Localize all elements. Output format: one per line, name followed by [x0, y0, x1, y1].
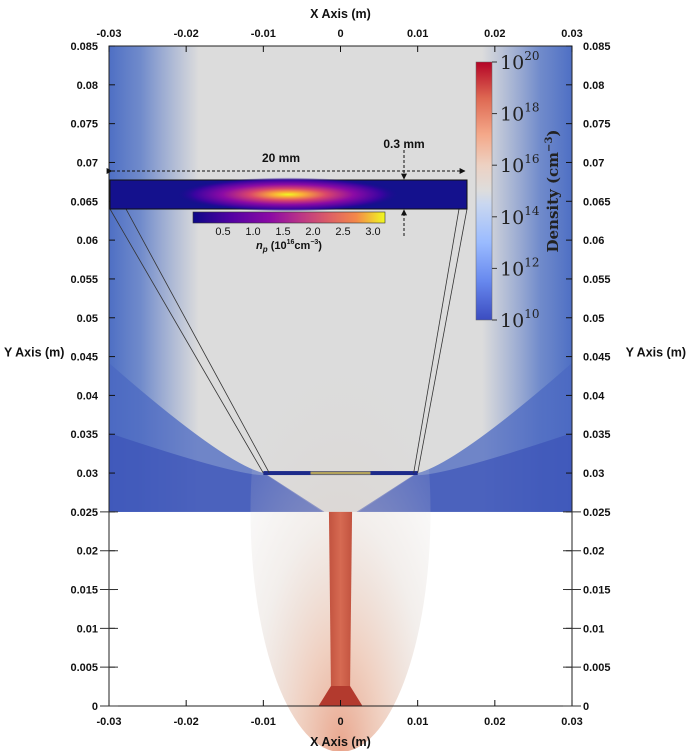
x-tick-label-bottom: -0.02 — [174, 716, 199, 728]
y-tick-label-left: 0.045 — [70, 352, 98, 364]
x-axis-title-top: X Axis (m) — [310, 7, 371, 21]
axes: -0.03 -0.03 -0.02 -0.02 -0.01 -0.01 0 0 0.01 0.01… — [4, 7, 686, 749]
projection-line-left-inner — [125, 208, 270, 474]
y-tick-label-right: 0.075 — [583, 119, 611, 131]
y-tick-label-right: 0.045 — [583, 352, 611, 364]
x-tick-label-top: -0.02 — [174, 28, 199, 40]
colorbar-tick-label: 1010 — [500, 307, 539, 332]
y-tick-label-right: 0.02 — [583, 546, 604, 558]
x-tick-label-bottom: 0.03 — [561, 716, 582, 728]
nozzle-base — [318, 686, 363, 706]
y-tick-label-left: 0.01 — [77, 623, 98, 635]
y-tick-label-right: 0.07 — [583, 157, 604, 169]
inset-slab-density — [178, 177, 398, 212]
y-tick-label-right: 0.06 — [583, 235, 604, 247]
y-tick-label-left: 0 — [92, 701, 98, 713]
x-tick-label-bottom: -0.01 — [251, 716, 276, 728]
projection-line-right — [417, 208, 468, 474]
y-tick-label-left: 0.07 — [77, 157, 98, 169]
y-tick-label-right: 0.055 — [583, 274, 611, 286]
colorbar-tick-label: 1020 — [500, 49, 539, 74]
inset-colorbar-tick-label: 1.5 — [275, 226, 290, 238]
target-inset: 20 mm 0.3 mm 0.5 1.0 1.5 2.0 2.5 3.0 np (1016cm−… — [106, 137, 468, 474]
inset-colorbar-title: np (1016cm−3) — [256, 239, 322, 254]
x-tick-label-top: 0 — [337, 28, 343, 40]
colorbar-title: Density (cm−3) — [544, 129, 562, 252]
colorbar-tick-label: 1014 — [500, 204, 540, 229]
y-tick-label-right: 0.03 — [583, 468, 604, 480]
y-tick-label-left: 0.065 — [70, 196, 98, 208]
y-tick-label-left: 0.03 — [77, 468, 98, 480]
x-tick-label-bottom: 0.02 — [484, 716, 505, 728]
x-tick-label-bottom: 0 — [337, 716, 343, 728]
y-axis-title-right: Y Axis (m) — [626, 346, 686, 360]
inset-colorbar-tick-label: 2.5 — [335, 226, 350, 238]
width-dimension-label: 20 mm — [262, 151, 300, 165]
x-tick-label-top: 0.02 — [484, 28, 505, 40]
y-tick-label-right: 0.015 — [583, 585, 611, 597]
y-tick-label-right: 0.05 — [583, 313, 604, 325]
inset-colorbar-tick-label: 1.0 — [245, 226, 260, 238]
inset-colorbar-tick-label: 0.5 — [215, 226, 230, 238]
density-field — [109, 46, 572, 751]
y-tick-label-right: 0.01 — [583, 623, 604, 635]
y-tick-label-left: 0.08 — [77, 80, 98, 92]
colorbar-tick-label: 1018 — [500, 101, 539, 126]
x-tick-label-top: 0.03 — [561, 28, 582, 40]
inset-colorbar — [192, 211, 386, 224]
x-tick-label-top: 0.01 — [407, 28, 428, 40]
y-tick-label-right: 0.025 — [583, 507, 611, 519]
y-tick-label-left: 0.055 — [70, 274, 98, 286]
x-tick-label-bottom: 0.01 — [407, 716, 428, 728]
x-tick-label-bottom: -0.03 — [96, 716, 121, 728]
colorbar-tick-label: 1012 — [500, 255, 539, 280]
colorbar-tick-label: 1016 — [500, 152, 539, 177]
colorbar-gradient — [475, 61, 493, 321]
y-tick-label-left: 0.05 — [77, 313, 98, 325]
y-tick-label-left: 0.035 — [70, 429, 98, 441]
projection-line-left — [109, 208, 264, 474]
y-tick-label-right: 0.085 — [583, 41, 611, 53]
inset-colorbar-tick-label: 2.0 — [305, 226, 320, 238]
nozzle-jet — [328, 511, 353, 686]
y-tick-label-left: 0.06 — [77, 235, 98, 247]
y-tick-label-right: 0.065 — [583, 196, 611, 208]
y-tick-label-right: 0.04 — [583, 390, 605, 402]
density-colorbar: 1020 1018 1016 1014 1012 1010 Density (cm−3) — [475, 49, 562, 332]
target-slab-center — [310, 471, 371, 475]
y-tick-label-right: 0.08 — [583, 80, 604, 92]
y-axis-title-left: Y Axis (m) — [4, 346, 64, 360]
x-tick-label-top: -0.01 — [251, 28, 276, 40]
inset-colorbar-tick-label: 3.0 — [365, 226, 380, 238]
x-tick-label-top: -0.03 — [96, 28, 121, 40]
y-tick-label-right: 0.035 — [583, 429, 611, 441]
y-tick-label-left: 0.025 — [70, 507, 98, 519]
y-tick-label-left: 0.04 — [77, 390, 99, 402]
y-tick-label-left: 0.015 — [70, 585, 98, 597]
y-tick-label-left: 0.075 — [70, 119, 98, 131]
y-tick-label-left: 0.005 — [70, 662, 98, 674]
y-tick-label-right: 0.005 — [583, 662, 611, 674]
y-tick-label-left: 0.085 — [70, 41, 98, 53]
thickness-dimension-label: 0.3 mm — [383, 137, 424, 151]
gas-plume — [250, 271, 431, 751]
projection-line-right-inner — [413, 208, 460, 474]
y-tick-label-left: 0.02 — [77, 546, 98, 558]
x-axis-title-bottom: X Axis (m) — [310, 735, 371, 749]
y-tick-label-right: 0 — [583, 701, 589, 713]
